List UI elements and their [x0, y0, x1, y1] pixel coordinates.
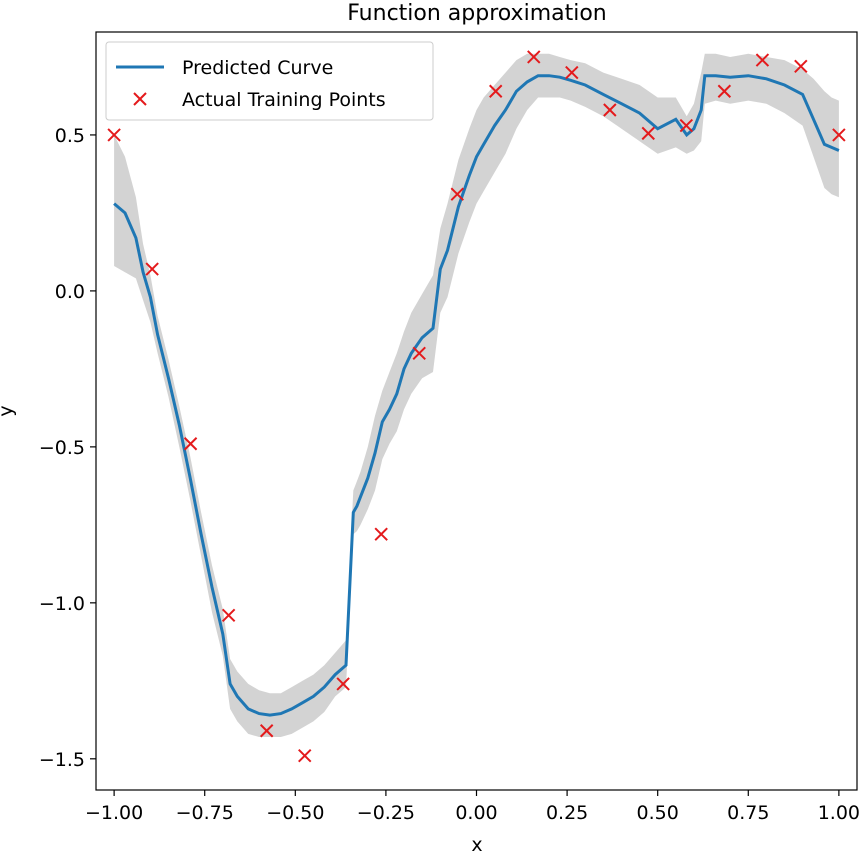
training-point [298, 748, 312, 763]
x-tick-label: 0.25 [546, 802, 588, 824]
training-point [717, 84, 732, 98]
training-point [336, 677, 350, 691]
training-point [488, 84, 503, 98]
y-axis-label: y [0, 405, 17, 416]
training-point [755, 53, 770, 67]
training-point [221, 608, 236, 623]
legend-points-swatch [133, 92, 147, 106]
training-points [107, 50, 846, 763]
training-point [450, 187, 465, 201]
x-tick-label: 0.50 [637, 802, 679, 824]
legend-label-points: Actual Training Points [182, 89, 386, 111]
y-tick-label: −1.0 [39, 593, 85, 615]
y-axis: 0.5 0.0 −0.5 −1.0 −1.5 [39, 125, 96, 771]
training-point [794, 59, 808, 74]
y-tick-label: 0.5 [55, 125, 85, 147]
training-point [565, 65, 579, 80]
training-point [832, 128, 846, 142]
training-point [527, 50, 541, 64]
x-tick-label: 0.00 [455, 802, 497, 824]
confidence-band [114, 53, 839, 738]
legend-label-curve: Predicted Curve [182, 57, 333, 79]
x-axis-label: x [471, 834, 482, 854]
x-tick-label: 1.00 [818, 802, 859, 824]
training-point [603, 103, 617, 117]
x-axis: −1.00 −0.75 −0.50 −0.25 0.00 0.25 0.50 0.75 1.00 [85, 790, 859, 824]
training-point [679, 118, 694, 133]
training-point [107, 128, 121, 142]
training-point [412, 346, 426, 360]
y-tick-label: −1.5 [39, 749, 85, 771]
chart-title: Function approximation [347, 1, 607, 26]
x-tick-label: 0.75 [727, 802, 769, 824]
training-point [374, 527, 388, 541]
x-tick-label: −0.75 [176, 802, 234, 824]
legend: Predicted Curve Actual Training Points [105, 41, 434, 121]
training-point [183, 437, 198, 451]
training-point [641, 126, 655, 141]
predicted-curve-line [113, 74, 840, 717]
y-tick-label: 0.0 [55, 281, 85, 303]
x-tick-label: −0.50 [266, 802, 324, 824]
x-tick-label: −1.00 [85, 802, 143, 824]
training-point [259, 724, 274, 738]
y-tick-label: −0.5 [39, 437, 85, 459]
legend-box [105, 41, 434, 121]
legend-x-marker [133, 92, 147, 106]
x-tick-label: −0.25 [357, 802, 415, 824]
training-point [145, 262, 159, 276]
